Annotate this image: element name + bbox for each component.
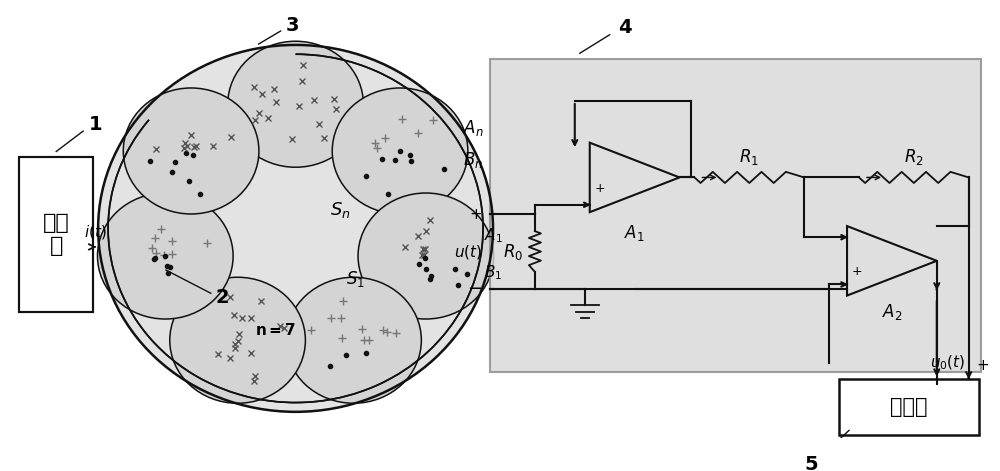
Circle shape	[170, 277, 305, 403]
Text: 4: 4	[618, 18, 631, 37]
Text: $A_1$: $A_1$	[624, 223, 645, 243]
Text: +: +	[852, 266, 862, 278]
FancyBboxPatch shape	[490, 59, 981, 372]
Text: 2: 2	[216, 288, 229, 308]
Circle shape	[123, 88, 259, 214]
Text: $S_1$: $S_1$	[346, 269, 365, 289]
Bar	[19, 157, 93, 312]
Circle shape	[98, 45, 493, 412]
Text: −: −	[467, 280, 482, 298]
Text: $R_0$: $R_0$	[503, 242, 523, 261]
Circle shape	[332, 88, 468, 214]
Text: $S_n$: $S_n$	[330, 200, 351, 220]
Text: 1: 1	[89, 115, 103, 134]
Text: $\mathbf{n=7}$: $\mathbf{n=7}$	[255, 322, 296, 338]
Text: +: +	[594, 182, 605, 195]
Text: $R_1$: $R_1$	[739, 147, 759, 167]
Text: $A_n$: $A_n$	[463, 118, 484, 138]
Text: $u(t)$: $u(t)$	[454, 243, 482, 260]
Text: +: +	[469, 207, 482, 222]
FancyBboxPatch shape	[19, 157, 93, 312]
FancyBboxPatch shape	[839, 380, 979, 435]
Text: $u_0(t)$: $u_0(t)$	[930, 354, 965, 372]
Text: $B_n$: $B_n$	[463, 150, 483, 170]
Circle shape	[286, 277, 421, 403]
Text: +: +	[976, 358, 989, 373]
Circle shape	[97, 193, 233, 319]
Text: $R_2$: $R_2$	[904, 147, 924, 167]
Text: $B_1$: $B_1$	[484, 263, 502, 282]
Circle shape	[358, 193, 494, 319]
Text: $i(t)$: $i(t)$	[84, 223, 107, 241]
Circle shape	[228, 41, 363, 167]
Text: 5: 5	[804, 455, 818, 471]
Text: $A_2$: $A_2$	[882, 302, 902, 322]
Text: 发送
机: 发送 机	[43, 213, 70, 256]
Text: 3: 3	[286, 16, 299, 35]
Text: $A_1$: $A_1$	[484, 226, 503, 245]
Text: 接收机: 接收机	[890, 397, 928, 417]
